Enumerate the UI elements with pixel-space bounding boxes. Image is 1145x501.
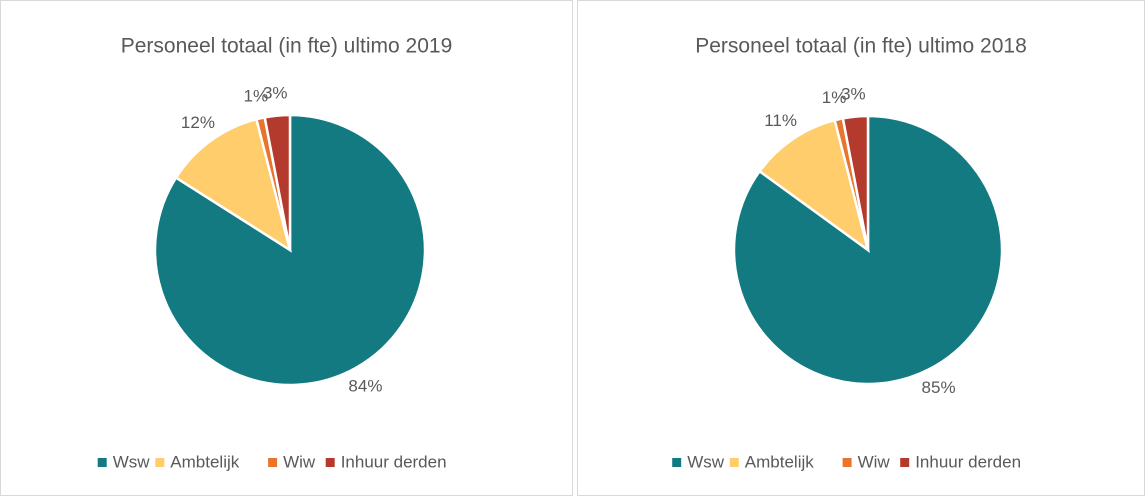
pie-slice [841, 114, 870, 251]
data-label: 12% [181, 113, 215, 132]
legend-label: Ambtelijk [745, 452, 814, 471]
data-label: 84% [348, 377, 382, 396]
legend-label: Wiw [283, 452, 316, 471]
legend-label: Wsw [113, 452, 151, 471]
pie-slice [263, 113, 292, 251]
data-label: 3% [263, 84, 288, 103]
legend-swatch [842, 458, 852, 467]
legend-label: Ambtelijk [170, 452, 239, 471]
legend-label: Inhuur derden [915, 452, 1021, 471]
data-label: 1% [244, 87, 269, 106]
chart-title: Personeel totaal (in fte) ultimo 2018 [695, 35, 1027, 58]
legend-swatch [268, 458, 278, 467]
legend-swatch [155, 458, 165, 467]
chart-title: Personeel totaal (in fte) ultimo 2019 [121, 35, 453, 58]
legend-swatch [325, 458, 335, 467]
legend-swatch [900, 458, 910, 467]
legend-swatch [729, 458, 739, 467]
legend-swatch [97, 458, 107, 467]
pie-slice [757, 118, 871, 254]
legend-swatch [672, 458, 682, 467]
legend-label: Inhuur derden [341, 452, 447, 471]
legend-label: Wsw [687, 452, 725, 471]
pie-slice [174, 117, 292, 253]
data-label: 11% [764, 111, 797, 130]
data-label: 3% [841, 85, 866, 104]
data-label: 85% [922, 378, 956, 397]
data-label: 1% [822, 88, 847, 107]
legend-label: Wiw [858, 452, 891, 471]
